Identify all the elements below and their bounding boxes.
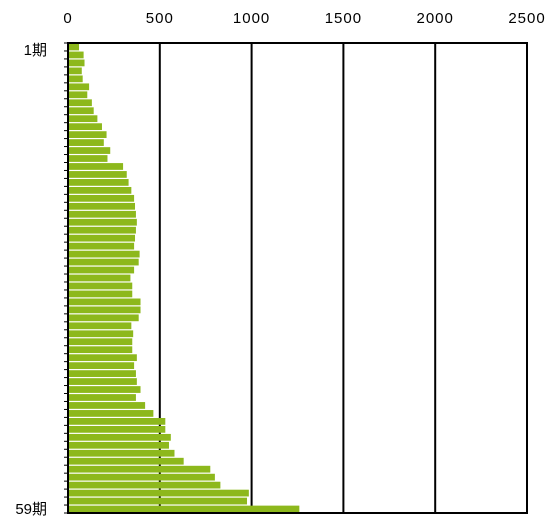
bar	[68, 179, 129, 186]
bar	[68, 497, 248, 505]
bars	[68, 43, 300, 513]
bar	[68, 91, 88, 99]
bar	[68, 354, 137, 362]
bar	[68, 226, 136, 234]
bar	[68, 346, 133, 354]
x-tick-label: 2500	[508, 10, 545, 27]
bar	[68, 115, 98, 123]
bar	[68, 298, 141, 306]
bar	[68, 67, 82, 75]
bar	[68, 83, 90, 91]
x-tick-label: 1000	[233, 10, 270, 27]
bar	[68, 194, 135, 202]
bar	[68, 489, 249, 497]
bar	[68, 234, 136, 242]
bar	[68, 362, 135, 370]
bar	[68, 59, 85, 67]
bar	[68, 186, 132, 194]
bar	[68, 139, 104, 146]
bar	[68, 330, 134, 338]
bar	[68, 402, 146, 409]
bar	[68, 202, 136, 210]
bar	[68, 131, 107, 138]
bar	[68, 242, 135, 250]
x-tick-label: 500	[146, 10, 174, 27]
bar	[68, 338, 133, 346]
bar	[68, 266, 135, 274]
bar	[68, 322, 132, 330]
bar	[68, 75, 83, 83]
x-tick-label: 0	[63, 10, 72, 27]
bar	[68, 465, 211, 473]
bar	[68, 441, 169, 449]
bar	[68, 210, 136, 218]
bar	[68, 163, 124, 170]
bar	[68, 43, 80, 51]
bar	[68, 505, 300, 513]
category-label-first: 1期	[24, 42, 47, 59]
y-axis-tick-marks	[64, 42, 68, 514]
bar	[68, 306, 141, 314]
bar	[68, 250, 140, 258]
x-tick-label: 2000	[417, 10, 454, 27]
bar	[68, 99, 92, 107]
bar	[68, 457, 184, 465]
x-axis-tick-labels: 0 500 1000 1500 2000 2500	[63, 10, 545, 27]
bar	[68, 147, 111, 154]
bar	[68, 481, 221, 489]
bar	[68, 449, 175, 457]
category-label-last: 59期	[15, 501, 47, 518]
bar	[68, 425, 166, 433]
bar	[68, 370, 136, 377]
grid-lines	[158, 43, 437, 513]
bar	[68, 290, 133, 298]
bar	[68, 410, 154, 417]
bar	[68, 386, 141, 393]
bar	[68, 155, 108, 162]
bar	[68, 394, 136, 401]
bar	[68, 218, 137, 226]
bar	[68, 51, 84, 59]
bar	[68, 258, 139, 266]
bar	[68, 433, 171, 441]
bar	[68, 314, 139, 322]
x-tick-label: 1500	[325, 10, 362, 27]
bar	[68, 123, 102, 131]
bar	[68, 107, 94, 115]
bar	[68, 418, 166, 425]
bar	[68, 378, 137, 385]
bar	[68, 282, 133, 290]
bar	[68, 473, 215, 481]
bar	[68, 171, 127, 178]
bar	[68, 274, 131, 282]
